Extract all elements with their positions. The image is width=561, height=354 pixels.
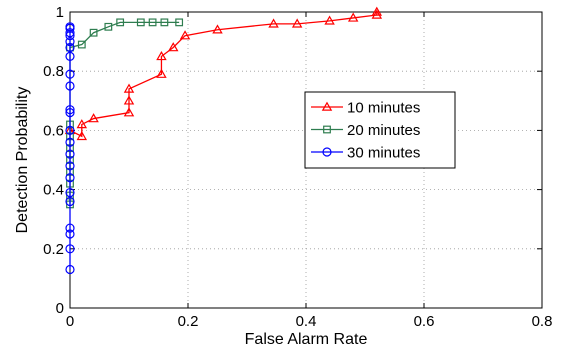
y-tick-label: 0.6 (43, 122, 64, 139)
data-point (76, 119, 88, 129)
data-point (136, 18, 145, 27)
data-point (123, 83, 135, 93)
data-point (160, 18, 169, 27)
y-tick-label: 1 (56, 4, 64, 21)
legend-label: 10 minutes (347, 100, 420, 117)
data-point (65, 108, 75, 118)
data-point (168, 42, 179, 52)
data-point (104, 22, 113, 31)
axis-ticks: 0 0.2 0.4 0.6 0.8 0 0.2 0.4 0.6 0.8 1 (43, 4, 552, 330)
series-10-minutes (64, 6, 383, 141)
y-axis-label: Detection Probability (14, 87, 31, 234)
data-point (347, 12, 359, 22)
series-30-minutes (65, 22, 75, 275)
legend-label: 30 minutes (347, 145, 420, 162)
y-tick-label: 0.2 (43, 241, 64, 258)
data-point (65, 22, 75, 32)
data-point (65, 161, 75, 171)
legend: 10 minutes 20 minutes 30 minutes (304, 91, 456, 169)
y-tick-label: 0 (56, 300, 64, 317)
legend-marker (321, 101, 333, 111)
y-tick-label: 0.4 (43, 182, 64, 199)
data-point (65, 31, 75, 41)
data-point (156, 68, 167, 78)
data-point (123, 95, 135, 105)
data-point (88, 113, 99, 123)
data-point (123, 107, 135, 117)
data-point (65, 264, 75, 275)
data-point (65, 81, 75, 91)
series-group (64, 6, 383, 275)
data-point (65, 223, 75, 233)
data-point (179, 30, 191, 40)
data-point (268, 18, 279, 28)
data-point (175, 18, 184, 27)
legend-entry: 30 minutes (311, 145, 420, 162)
x-tick-label: 0.2 (178, 313, 199, 330)
data-point (65, 244, 75, 254)
data-point (65, 51, 75, 62)
legend-marker (323, 125, 331, 134)
data-point (324, 15, 335, 25)
data-point (65, 187, 75, 198)
data-point (65, 36, 75, 47)
legend-label: 20 minutes (347, 122, 420, 139)
data-point (65, 42, 75, 53)
legend-entry: 20 minutes (311, 122, 420, 139)
data-point (65, 173, 75, 183)
data-point (65, 196, 75, 207)
x-tick-label: 0.8 (532, 313, 553, 330)
y-tick-label: 0.8 (43, 63, 64, 80)
data-point (212, 24, 223, 34)
data-point (89, 28, 98, 37)
legend-marker (322, 147, 332, 157)
data-point (65, 149, 75, 159)
data-point (156, 50, 167, 61)
data-point (65, 137, 75, 147)
data-point (65, 229, 75, 239)
series-line (69, 12, 378, 138)
data-point (291, 18, 303, 28)
data-point (371, 9, 383, 19)
data-point (116, 18, 125, 27)
x-tick-label: 0 (66, 313, 74, 330)
x-tick-label: 0.6 (414, 313, 435, 330)
data-point (65, 28, 75, 38)
data-point (77, 40, 86, 49)
data-point (65, 125, 75, 135)
x-axis-label: False Alarm Rate (245, 331, 368, 348)
data-point (76, 130, 88, 141)
data-point (65, 105, 75, 115)
data-point (148, 18, 157, 27)
x-tick-label: 0.4 (296, 313, 317, 330)
data-point (371, 6, 383, 16)
data-point (65, 69, 75, 79)
legend-entry: 10 minutes (311, 100, 420, 117)
